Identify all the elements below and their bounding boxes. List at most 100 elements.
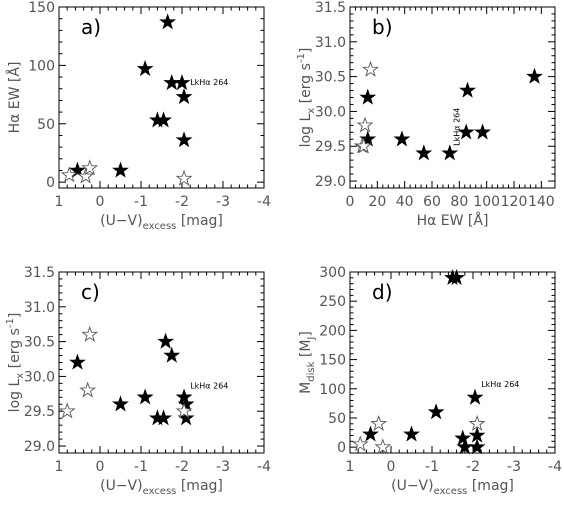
x-tick-label: 0 <box>96 459 105 475</box>
x-tick-label: -4 <box>257 194 271 210</box>
filled-star-point <box>466 388 484 405</box>
x-tick-label: 100 <box>473 194 500 210</box>
filled-star-point <box>112 161 129 178</box>
axis-label-part: log L <box>7 379 23 413</box>
filled-star-point <box>454 429 472 446</box>
y-tick-label: 30.0 <box>24 369 55 385</box>
y-tick-label: 300 <box>319 265 346 281</box>
x-tick-label: 140 <box>528 194 555 210</box>
y-tick-label: 200 <box>319 323 346 339</box>
axis-label-part: Hα EW [Å] <box>417 212 489 229</box>
y-axis-label: log Lx [erg s-1] <box>296 48 317 148</box>
y-axis-label: log Lx [erg s-1] <box>5 313 26 413</box>
annotation-label: LkHα 264 <box>452 108 461 146</box>
axis-label-part: x <box>306 108 317 114</box>
y-tick-label: 29.0 <box>24 439 55 455</box>
y-tick-label: 30.5 <box>24 335 55 351</box>
x-tick-label: 40 <box>396 194 414 210</box>
x-axis-label: Hα EW [Å] <box>417 212 489 229</box>
axis-label-part: [mag] <box>467 478 513 494</box>
y-tick-label: 100 <box>319 382 346 398</box>
filled-star-point <box>441 144 459 161</box>
x-tick-label: 0 <box>346 194 355 210</box>
axis-label-part: Hα EW [Å] <box>6 62 23 134</box>
panel-label: b) <box>372 15 393 39</box>
x-tick-label: -4 <box>257 459 271 475</box>
x-tick-label: 20 <box>368 194 386 210</box>
axis-label-part: log L <box>298 114 314 148</box>
axis-label-part: [M <box>298 340 314 362</box>
x-tick-label: 0 <box>96 194 105 210</box>
x-tick-label: -4 <box>548 459 562 475</box>
filled-star-point <box>157 332 175 349</box>
axis-label-part: [erg s <box>7 328 23 373</box>
x-tick-label: -3 <box>216 194 230 210</box>
axis-label-part: J <box>306 337 317 341</box>
x-tick-label: -1 <box>134 459 148 475</box>
filled-star-point <box>393 130 411 147</box>
y-tick-label: 50 <box>37 117 55 133</box>
filled-star-point <box>362 425 379 442</box>
open-star-point <box>175 169 193 186</box>
axis-label-part: ] <box>298 331 314 336</box>
x-tick-label: -1 <box>134 194 148 210</box>
filled-star-point <box>69 353 86 370</box>
x-tick-label: 0 <box>387 459 396 475</box>
filled-star-point <box>173 74 191 91</box>
x-axis-label: (U−V)excess [mag] <box>100 213 223 232</box>
y-axis-label: Hα EW [Å] <box>6 62 23 134</box>
open-star-point <box>351 435 369 452</box>
annotation-label: LkHα 264 <box>481 380 519 389</box>
open-star-point <box>468 414 486 431</box>
x-tick-label: -2 <box>175 459 189 475</box>
filled-star-point <box>359 130 377 147</box>
y-tick-label: 29.0 <box>315 174 346 190</box>
open-star-point <box>79 381 97 398</box>
y-tick-label: 250 <box>319 294 346 310</box>
filled-star-point <box>526 67 543 84</box>
filled-star-point <box>474 123 492 140</box>
y-tick-label: 29.5 <box>24 404 55 420</box>
filled-star-point <box>159 13 177 30</box>
open-star-point <box>374 438 392 455</box>
y-tick-label: 100 <box>28 58 55 74</box>
open-star-point <box>370 414 388 431</box>
axis-label-part: M <box>298 382 314 394</box>
filled-star-point <box>136 60 154 77</box>
x-axis-label: (U−V)excess [mag] <box>100 478 223 497</box>
open-star-point <box>60 166 78 183</box>
annotation-label: LkHα 264 <box>190 381 228 390</box>
open-star-point <box>362 60 379 77</box>
open-star-point <box>355 137 373 154</box>
axis-label-part: [mag] <box>176 213 222 229</box>
axis-label-part: [mag] <box>176 478 222 494</box>
x-tick-label: -3 <box>507 459 521 475</box>
x-tick-label: 1 <box>55 194 64 210</box>
y-tick-label: 150 <box>28 0 55 16</box>
axis-label-part: x <box>15 373 26 379</box>
open-star-point <box>81 325 99 342</box>
y-tick-label: 30.5 <box>315 70 346 86</box>
filled-star-point <box>403 425 420 442</box>
x-tick-label: -3 <box>216 459 230 475</box>
filled-star-point <box>112 395 129 412</box>
panel-label: c) <box>81 280 100 304</box>
axis-label-part: (U−V) <box>100 213 142 229</box>
axis-label-part: disk <box>306 361 317 381</box>
y-tick-label: 31.0 <box>24 300 55 316</box>
filled-star-point <box>69 161 86 178</box>
x-tick-label: -1 <box>425 459 439 475</box>
open-star-point <box>58 402 76 419</box>
filled-star-point <box>427 403 445 420</box>
filled-star-point <box>136 388 154 405</box>
open-star-point <box>175 402 193 419</box>
axis-label-part: -1 <box>5 318 16 328</box>
filled-star-point <box>177 395 195 412</box>
filled-star-point <box>359 88 377 105</box>
x-tick-label: 80 <box>450 194 468 210</box>
open-star-point <box>77 167 95 184</box>
axis-label-part: [erg s <box>298 63 314 108</box>
filled-star-point <box>155 111 172 128</box>
